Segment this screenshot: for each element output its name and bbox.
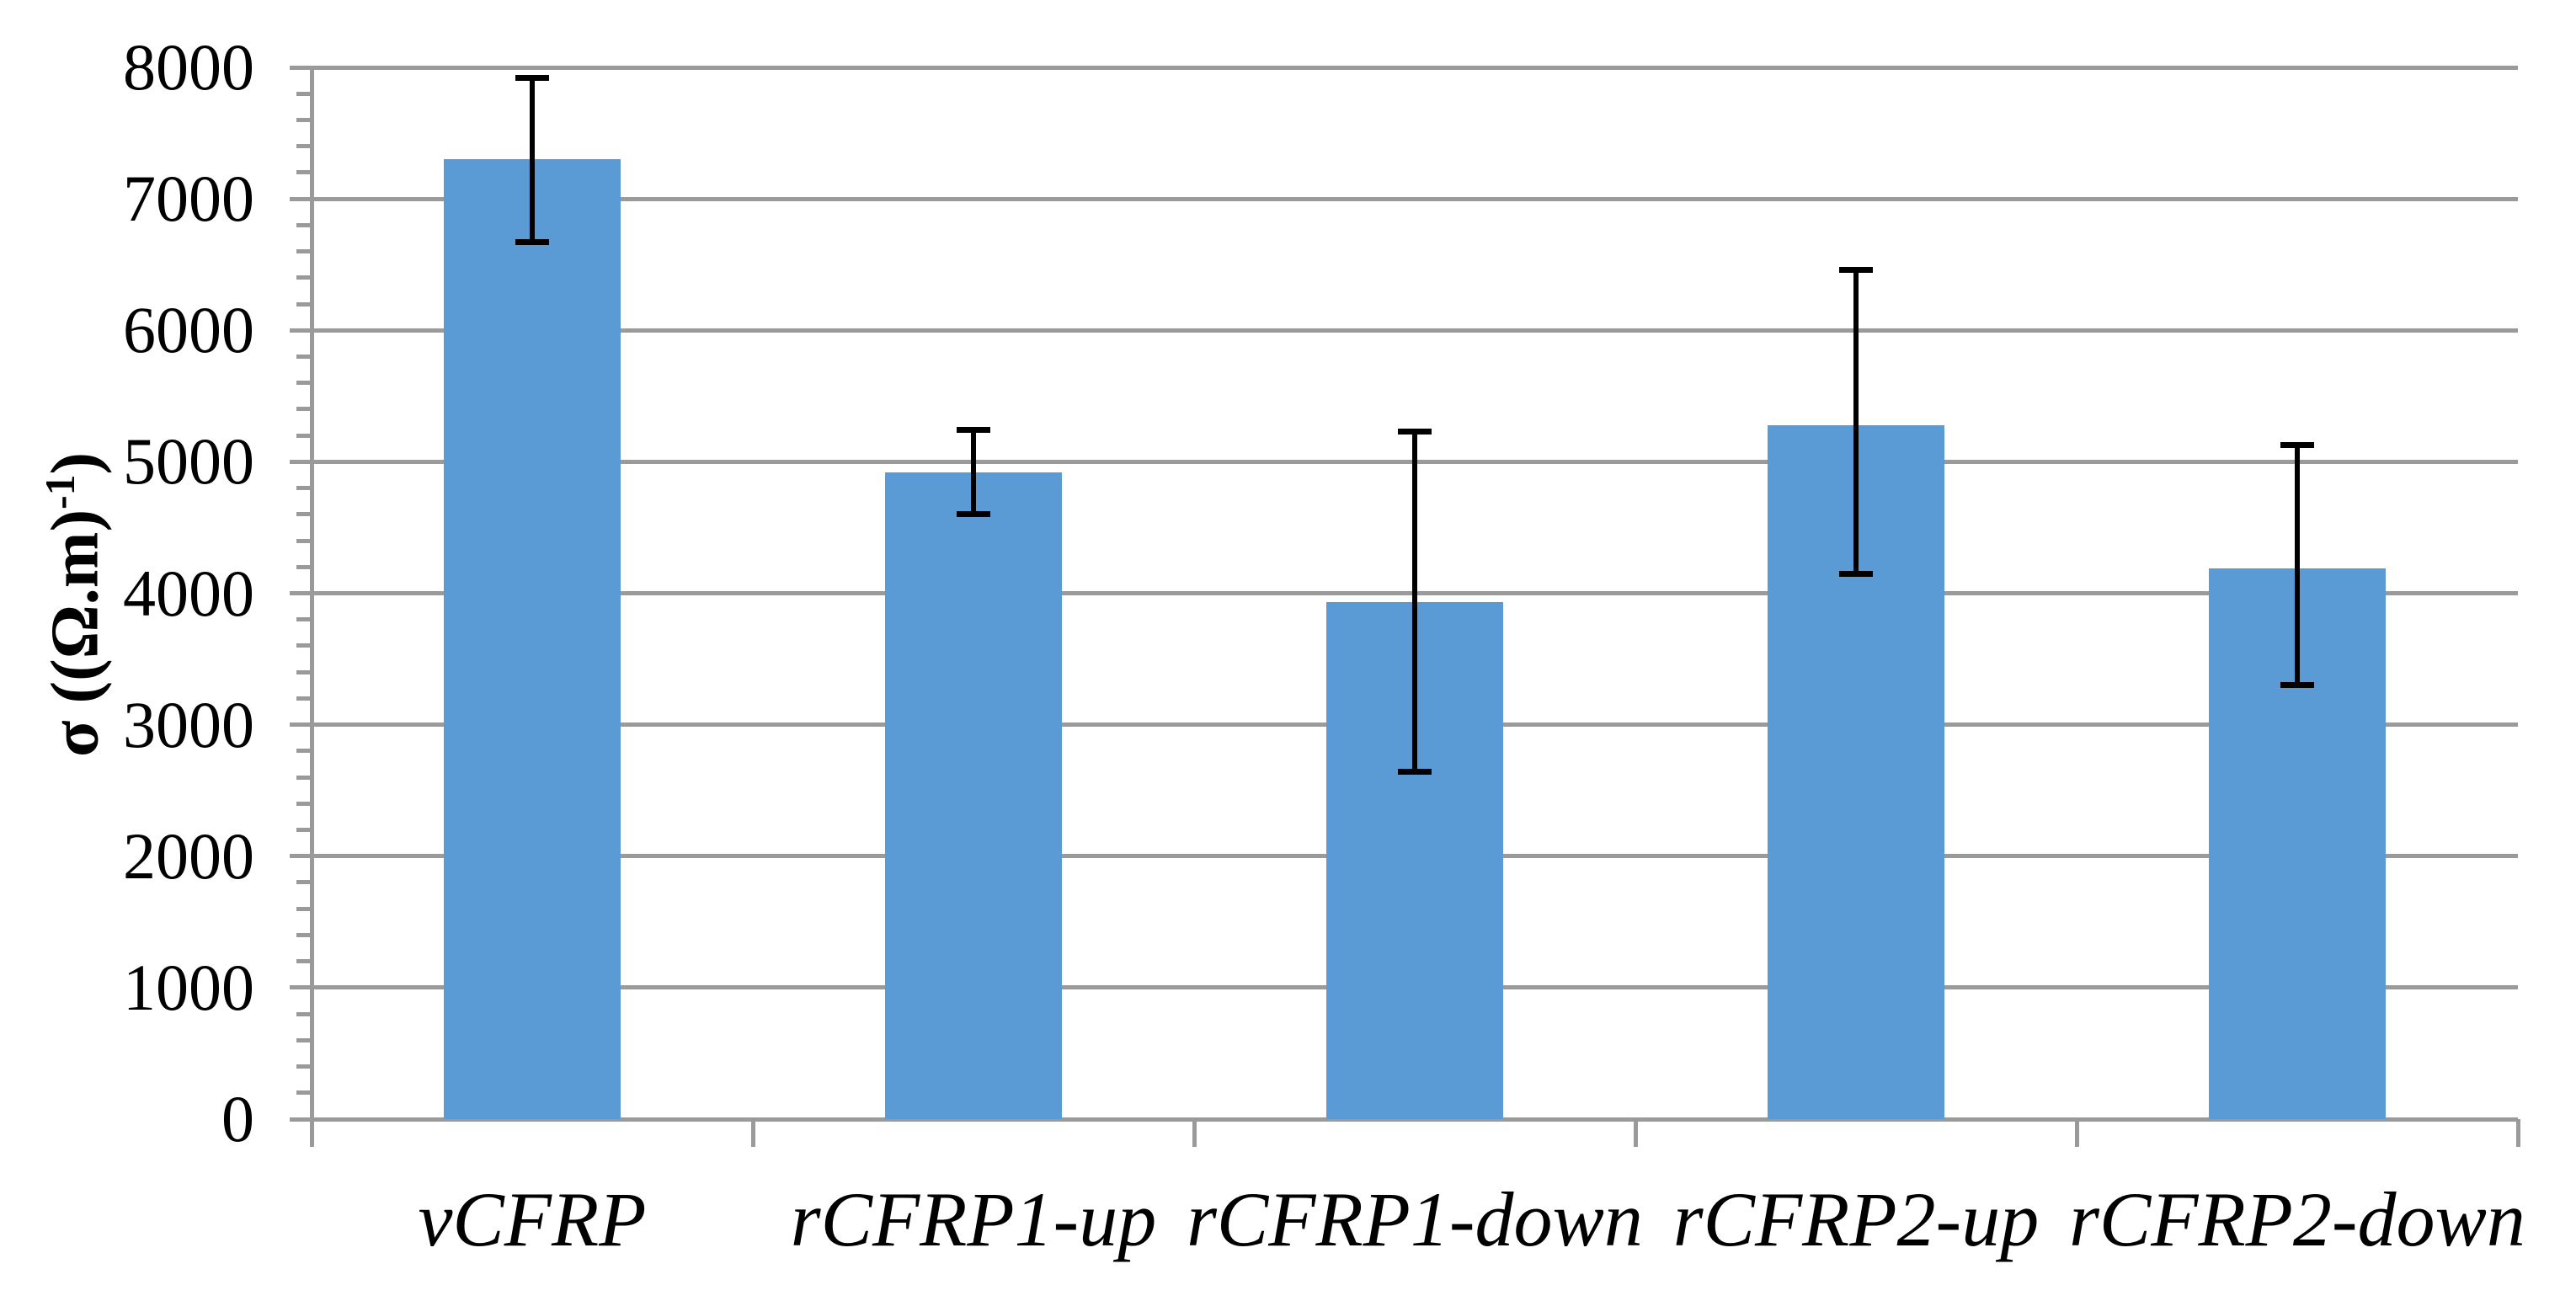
x-axis-tick-3: [1634, 1119, 1638, 1147]
y-minor-tick-6400: [296, 275, 312, 280]
y-tick-label-5000: 5000: [123, 424, 254, 499]
error-bar-top-cap-rCFRP1-down: [1398, 428, 1432, 435]
error-bar-top-cap-rCFRP2-up: [1839, 266, 1873, 273]
y-minor-tick-6200: [296, 301, 312, 307]
x-axis-tick-2: [1192, 1119, 1197, 1147]
gridline-5000: [290, 459, 2518, 464]
x-axis-tick-4: [2075, 1119, 2079, 1147]
y-minor-tick-4200: [296, 564, 312, 569]
y-tick-label-0: 0: [221, 1082, 254, 1155]
y-minor-tick-2400: [296, 801, 312, 806]
error-bar-stem-vCFRP: [530, 77, 535, 243]
error-bar-stem-rCFRP2-up: [1853, 269, 1859, 574]
error-bar-bottom-cap-rCFRP1-down: [1398, 769, 1432, 776]
x-axis-tick-5: [2516, 1119, 2520, 1147]
error-bar-bottom-cap-rCFRP1-up: [957, 511, 990, 518]
y-minor-tick-3400: [296, 669, 312, 674]
error-bar-bottom-cap-vCFRP: [515, 239, 549, 246]
gridline-4000: [290, 591, 2518, 595]
y-minor-tick-5600: [296, 381, 312, 386]
y-minor-tick-7400: [296, 144, 312, 149]
y-minor-tick-400: [296, 1064, 312, 1069]
y-minor-tick-1400: [296, 932, 312, 937]
y-minor-tick-2600: [296, 775, 312, 780]
x-label-vCFRP: vCFRP: [418, 1176, 647, 1262]
gridline-6000: [290, 328, 2518, 333]
x-label-rCFRP1-up: rCFRP1-up: [790, 1176, 1157, 1262]
y-minor-tick-4400: [296, 538, 312, 543]
y-tick-label-1000: 1000: [123, 950, 254, 1024]
error-bar-stem-rCFRP1-down: [1412, 431, 1417, 772]
y-minor-tick-3800: [296, 617, 312, 622]
y-tick-label-4000: 4000: [123, 556, 254, 630]
y-minor-tick-3600: [296, 643, 312, 648]
y-tick-label-3000: 3000: [123, 687, 254, 761]
x-label-rCFRP2-up: rCFRP2-up: [1672, 1176, 2040, 1262]
gridline-0: [290, 1117, 2518, 1122]
y-minor-tick-5800: [296, 354, 312, 359]
y-minor-tick-6800: [296, 222, 312, 227]
y-minor-tick-1200: [296, 959, 312, 964]
y-tick-label-7000: 7000: [123, 162, 254, 236]
y-tick-label-8000: 8000: [123, 30, 254, 104]
x-label-rCFRP1-down: rCFRP1-down: [1187, 1176, 1643, 1262]
y-minor-tick-2200: [296, 828, 312, 833]
error-bar-stem-rCFRP2-down: [2295, 445, 2300, 685]
y-minor-tick-5200: [296, 433, 312, 438]
gridline-7000: [290, 196, 2518, 201]
bar-vCFRP: [444, 159, 621, 1119]
x-label-rCFRP2-down: rCFRP2-down: [2069, 1176, 2525, 1262]
y-minor-tick-600: [296, 1037, 312, 1042]
y-minor-tick-4600: [296, 512, 312, 517]
y-minor-tick-5400: [296, 407, 312, 412]
y-minor-tick-1800: [296, 880, 312, 885]
error-bar-top-cap-rCFRP2-down: [2280, 441, 2314, 448]
y-minor-tick-7200: [296, 170, 312, 175]
y-minor-tick-7600: [296, 117, 312, 122]
y-tick-label-6000: 6000: [123, 293, 254, 367]
y-minor-tick-1600: [296, 906, 312, 911]
error-bar-bottom-cap-rCFRP2-up: [1839, 570, 1873, 577]
y-minor-tick-3200: [296, 696, 312, 701]
y-minor-tick-6600: [296, 249, 312, 254]
error-bar-top-cap-vCFRP: [515, 74, 549, 81]
y-minor-tick-200: [296, 1090, 312, 1096]
error-bar-bottom-cap-rCFRP2-down: [2280, 682, 2314, 689]
y-minor-tick-800: [296, 1011, 312, 1016]
x-axis-tick-0: [310, 1119, 314, 1147]
gridline-8000: [290, 65, 2518, 70]
error-bar-top-cap-rCFRP1-up: [957, 427, 990, 434]
x-axis-tick-1: [751, 1119, 755, 1147]
y-minor-tick-7800: [296, 91, 312, 96]
error-bar-stem-rCFRP1-up: [971, 429, 976, 515]
y-axis-line: [310, 67, 314, 1147]
y-minor-tick-4800: [296, 486, 312, 491]
bar-rCFRP1-up: [885, 472, 1062, 1119]
y-minor-tick-2800: [296, 749, 312, 754]
y-tick-label-2000: 2000: [123, 818, 254, 893]
